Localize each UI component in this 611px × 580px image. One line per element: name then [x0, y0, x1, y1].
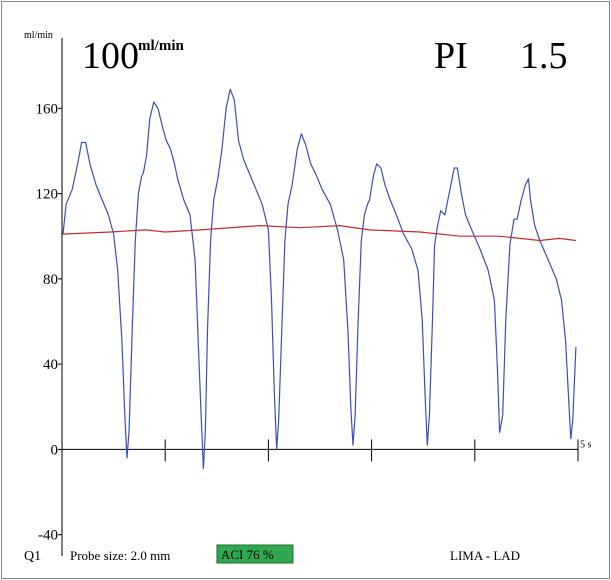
- y-tick-label: 80: [43, 272, 58, 288]
- probe-size: Probe size: 2.0 mm: [70, 548, 170, 563]
- y-tick-label: 0: [51, 442, 59, 458]
- x-tick-label: 5 s: [580, 439, 592, 450]
- y-axis-label: ml/min: [24, 30, 53, 41]
- channel-label: Q1: [24, 549, 41, 564]
- y-tick-label: -40: [38, 528, 58, 544]
- series-line: [61, 225, 576, 242]
- flow-value: 100: [82, 35, 139, 77]
- aci-badge: [216, 544, 294, 564]
- pi-label: PI: [434, 35, 468, 77]
- flow-unit: ml/min: [138, 38, 184, 54]
- graft-label: LIMA - LAD: [450, 548, 520, 563]
- pi-value: 1.5: [520, 35, 568, 77]
- series-line: [62, 88, 577, 470]
- y-tick-label: 40: [43, 357, 58, 373]
- y-tick-label: 160: [36, 101, 59, 117]
- y-tick-label: 120: [36, 187, 59, 203]
- aci-value: ACI 76 %: [221, 547, 274, 562]
